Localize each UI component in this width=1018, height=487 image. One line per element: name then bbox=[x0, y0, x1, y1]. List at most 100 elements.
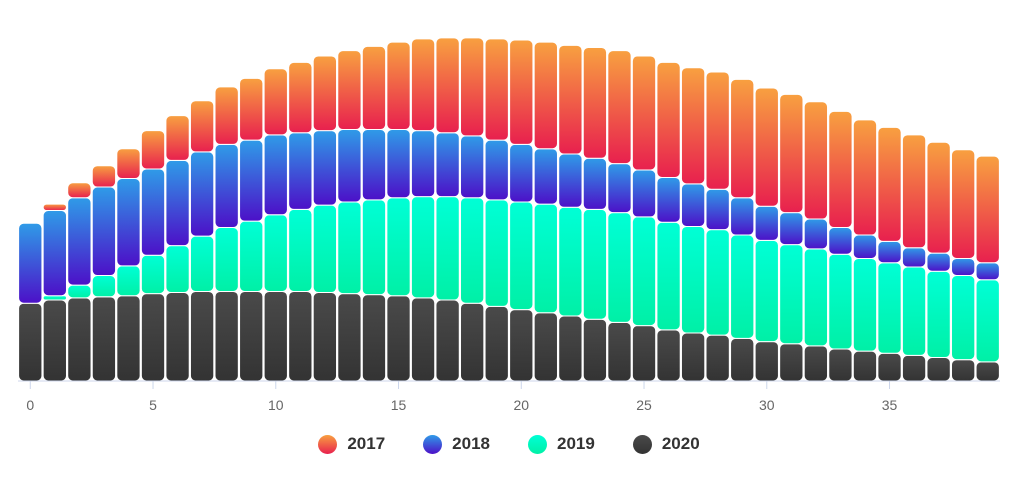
bar-2017-22[interactable] bbox=[558, 44, 583, 155]
bar-2019-10[interactable] bbox=[263, 214, 288, 292]
bar-2019-14[interactable] bbox=[361, 199, 387, 296]
bar-2018-5[interactable] bbox=[140, 168, 166, 256]
bar-2018-38[interactable] bbox=[951, 257, 976, 277]
bar-2018-19[interactable] bbox=[484, 139, 509, 201]
bar-2020-24[interactable] bbox=[607, 321, 632, 382]
bar-2019-33[interactable] bbox=[828, 253, 853, 350]
bar-2019-8[interactable] bbox=[214, 227, 239, 292]
bar-2018-26[interactable] bbox=[656, 176, 681, 223]
bar-2020-20[interactable] bbox=[509, 309, 534, 382]
bar-2019-27[interactable] bbox=[680, 225, 706, 334]
bar-2020-8[interactable] bbox=[214, 290, 239, 382]
bar-2020-39[interactable] bbox=[975, 361, 1000, 382]
bar-2020-3[interactable] bbox=[91, 296, 117, 382]
bar-2018-3[interactable] bbox=[91, 186, 117, 277]
bar-2018-12[interactable] bbox=[312, 130, 338, 206]
bar-2017-31[interactable] bbox=[779, 93, 804, 214]
bar-2017-11[interactable] bbox=[288, 61, 313, 134]
bar-2017-32[interactable] bbox=[803, 101, 829, 220]
bar-2020-27[interactable] bbox=[680, 332, 706, 382]
bar-2017-5[interactable] bbox=[140, 130, 166, 170]
bar-2017-37[interactable] bbox=[926, 141, 951, 254]
bar-2017-25[interactable] bbox=[631, 55, 657, 171]
bar-2019-25[interactable] bbox=[631, 216, 657, 327]
bar-2019-5[interactable] bbox=[140, 254, 166, 295]
bar-2020-34[interactable] bbox=[852, 350, 878, 382]
bar-2017-1[interactable] bbox=[42, 203, 67, 212]
bar-2017-15[interactable] bbox=[386, 41, 411, 131]
bar-2019-30[interactable] bbox=[754, 239, 779, 343]
bar-2018-36[interactable] bbox=[901, 247, 927, 268]
bar-2017-14[interactable] bbox=[361, 45, 387, 131]
bar-2020-18[interactable] bbox=[460, 302, 485, 382]
bar-2020-11[interactable] bbox=[288, 290, 313, 382]
bar-2019-6[interactable] bbox=[165, 245, 190, 294]
bar-2020-31[interactable] bbox=[779, 343, 804, 382]
legend-item-2018[interactable]: 2018 bbox=[423, 434, 490, 454]
bar-2017-20[interactable] bbox=[509, 39, 534, 145]
bar-2020-1[interactable] bbox=[42, 299, 67, 382]
bar-2017-29[interactable] bbox=[730, 78, 755, 199]
bar-2019-36[interactable] bbox=[901, 266, 927, 356]
bar-2017-16[interactable] bbox=[410, 38, 436, 132]
bar-2018-31[interactable] bbox=[779, 212, 804, 246]
bar-2017-35[interactable] bbox=[877, 126, 902, 242]
legend-item-2019[interactable]: 2019 bbox=[528, 434, 595, 454]
bar-2018-7[interactable] bbox=[189, 151, 215, 237]
bar-2018-16[interactable] bbox=[410, 130, 436, 198]
bar-2020-17[interactable] bbox=[435, 299, 460, 382]
bar-2017-23[interactable] bbox=[582, 46, 608, 159]
bar-2019-20[interactable] bbox=[509, 201, 534, 311]
bar-2019-35[interactable] bbox=[877, 262, 902, 354]
bar-2019-39[interactable] bbox=[975, 279, 1000, 363]
bar-2018-24[interactable] bbox=[607, 163, 632, 214]
bar-2017-27[interactable] bbox=[680, 67, 706, 185]
bar-2018-2[interactable] bbox=[67, 197, 92, 286]
bar-2017-4[interactable] bbox=[116, 148, 141, 180]
bar-2019-22[interactable] bbox=[558, 206, 583, 317]
bar-2018-39[interactable] bbox=[975, 262, 1000, 281]
bar-2018-4[interactable] bbox=[116, 178, 141, 267]
bar-2019-34[interactable] bbox=[852, 257, 878, 352]
bar-2018-0[interactable] bbox=[18, 222, 43, 304]
bar-2018-8[interactable] bbox=[214, 143, 239, 229]
bar-2017-33[interactable] bbox=[828, 110, 853, 229]
bar-2018-10[interactable] bbox=[263, 134, 288, 216]
bar-2017-28[interactable] bbox=[705, 71, 730, 190]
bar-2019-11[interactable] bbox=[288, 208, 313, 292]
bar-2017-7[interactable] bbox=[189, 100, 215, 153]
bar-2019-24[interactable] bbox=[607, 212, 632, 323]
bar-2019-9[interactable] bbox=[239, 220, 264, 292]
bar-2019-18[interactable] bbox=[460, 197, 485, 304]
bar-2019-1[interactable] bbox=[42, 295, 67, 301]
bar-2020-25[interactable] bbox=[631, 325, 657, 382]
bar-2020-4[interactable] bbox=[116, 295, 141, 382]
bar-2020-15[interactable] bbox=[386, 295, 411, 382]
bar-2020-36[interactable] bbox=[901, 354, 927, 382]
bar-2020-22[interactable] bbox=[558, 315, 583, 382]
bar-2018-1[interactable] bbox=[42, 210, 67, 297]
bar-2018-18[interactable] bbox=[460, 135, 485, 199]
bar-2020-37[interactable] bbox=[926, 357, 951, 382]
bar-2018-11[interactable] bbox=[288, 132, 313, 210]
bar-2017-17[interactable] bbox=[435, 37, 460, 134]
bar-2019-2[interactable] bbox=[67, 284, 92, 299]
bar-2019-19[interactable] bbox=[484, 199, 509, 307]
bar-2019-16[interactable] bbox=[410, 196, 436, 299]
bar-2020-30[interactable] bbox=[754, 341, 779, 382]
bar-2018-32[interactable] bbox=[803, 218, 829, 250]
bar-2020-26[interactable] bbox=[656, 329, 681, 382]
bar-2020-16[interactable] bbox=[410, 297, 436, 382]
legend-item-2020[interactable]: 2020 bbox=[632, 434, 700, 454]
bar-2017-9[interactable] bbox=[239, 77, 264, 141]
bar-2018-27[interactable] bbox=[680, 183, 706, 227]
legend-item-2017[interactable]: 2017 bbox=[318, 434, 385, 454]
bar-2017-21[interactable] bbox=[533, 41, 558, 150]
bar-2020-0[interactable] bbox=[18, 302, 43, 382]
bar-2017-26[interactable] bbox=[656, 61, 681, 178]
bar-2018-28[interactable] bbox=[705, 188, 730, 231]
bar-2018-6[interactable] bbox=[165, 159, 190, 247]
bar-2018-23[interactable] bbox=[582, 157, 608, 210]
bar-2019-32[interactable] bbox=[803, 248, 829, 347]
bar-2020-23[interactable] bbox=[582, 318, 608, 382]
